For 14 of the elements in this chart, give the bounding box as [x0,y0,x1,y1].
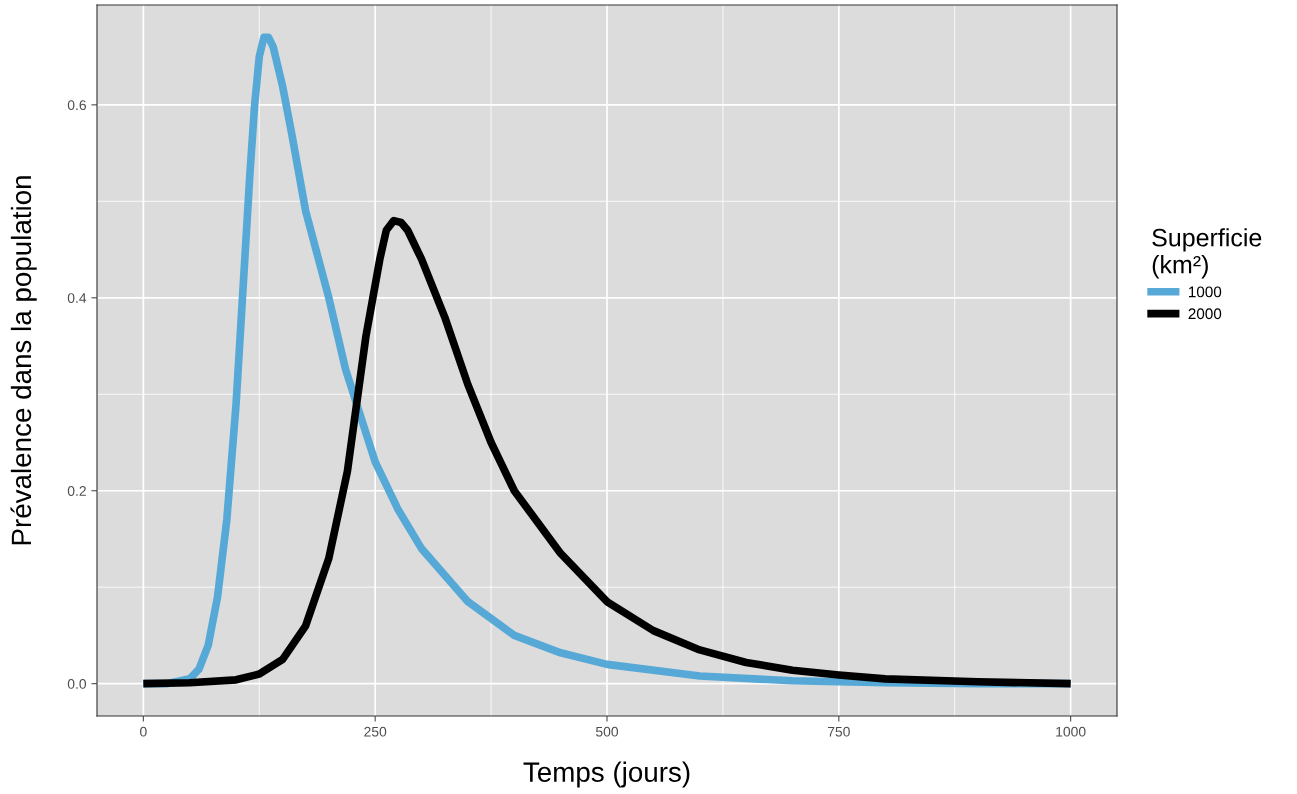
x-tick-label: 750 [827,726,850,737]
y-tick-label: 0.6 [67,100,86,111]
x-tick-label: 500 [595,726,619,737]
y-axis-title: Prévalence dans la population [10,176,37,545]
x-tick-label: 1000 [1056,726,1086,737]
legend-title: Superficie (km²) [1152,228,1262,279]
x-axis-title: Temps (jours) [523,761,690,788]
y-tick-label: 0.4 [67,293,87,303]
x-tick-label: 0 [140,726,147,737]
legend-label: 1000 [1188,286,1222,298]
legend-label: 2000 [1188,308,1222,320]
y-tick-label: 0.0 [67,679,87,689]
x-tick-label: 250 [364,726,387,737]
y-tick-label: 0.2 [67,486,86,496]
